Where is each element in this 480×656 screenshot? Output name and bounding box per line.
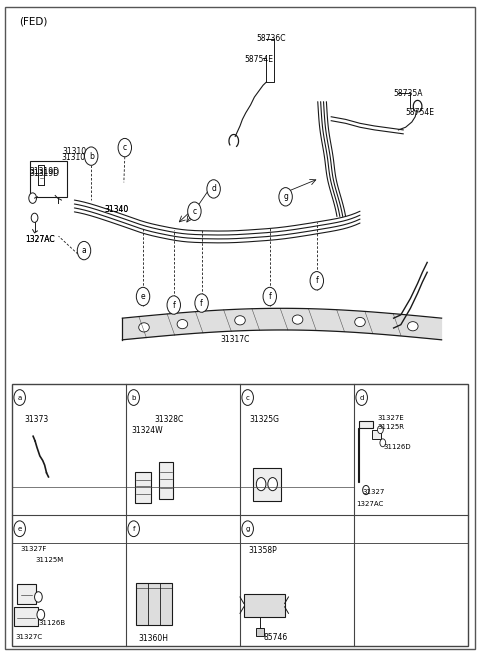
Text: d: d [211, 184, 216, 194]
Circle shape [310, 272, 324, 290]
Text: 31325G: 31325G [250, 415, 279, 424]
FancyBboxPatch shape [136, 583, 172, 625]
Circle shape [242, 390, 253, 405]
Circle shape [35, 592, 42, 602]
Circle shape [167, 296, 180, 314]
Circle shape [128, 390, 139, 405]
Circle shape [256, 478, 266, 491]
Text: f: f [132, 525, 135, 532]
Circle shape [128, 521, 139, 537]
FancyBboxPatch shape [30, 161, 67, 197]
Text: 31125M: 31125M [35, 557, 63, 563]
Circle shape [195, 294, 208, 312]
Text: f: f [315, 276, 318, 285]
Circle shape [207, 180, 220, 198]
Text: 31126D: 31126D [384, 444, 411, 450]
Text: a: a [82, 246, 86, 255]
Circle shape [77, 241, 91, 260]
Text: b: b [89, 152, 94, 161]
Text: f: f [172, 300, 175, 310]
Text: 31125R: 31125R [377, 424, 404, 430]
FancyBboxPatch shape [14, 607, 38, 626]
Text: 31324W: 31324W [132, 426, 163, 435]
Text: 1327AC: 1327AC [25, 235, 55, 244]
Circle shape [84, 147, 98, 165]
Text: 31373: 31373 [24, 415, 48, 424]
Circle shape [136, 287, 150, 306]
Text: g: g [245, 525, 250, 532]
Text: 31126B: 31126B [38, 620, 66, 626]
Circle shape [268, 478, 277, 491]
Circle shape [37, 609, 45, 620]
Text: 31328C: 31328C [155, 415, 184, 424]
Circle shape [14, 521, 25, 537]
Text: 85746: 85746 [264, 633, 288, 642]
Text: 31340: 31340 [105, 205, 129, 215]
Text: d: d [360, 394, 364, 401]
Text: 58754E: 58754E [406, 108, 434, 117]
Text: 31327E: 31327E [377, 415, 404, 420]
Text: f: f [268, 292, 271, 301]
FancyBboxPatch shape [244, 594, 285, 617]
Ellipse shape [355, 318, 365, 327]
Text: 31319D: 31319D [30, 169, 60, 178]
Text: c: c [192, 207, 196, 216]
Text: a: a [18, 394, 22, 401]
Text: (FED): (FED) [19, 16, 48, 26]
Ellipse shape [292, 315, 303, 324]
Text: e: e [18, 525, 22, 532]
Circle shape [279, 188, 292, 206]
Text: g: g [283, 192, 288, 201]
Text: 31327C: 31327C [16, 634, 43, 640]
Text: e: e [141, 292, 145, 301]
FancyBboxPatch shape [256, 628, 264, 636]
Ellipse shape [235, 316, 245, 325]
Circle shape [118, 138, 132, 157]
Circle shape [356, 390, 367, 405]
Text: b: b [132, 394, 136, 401]
Text: 58754E: 58754E [245, 54, 274, 64]
Circle shape [31, 213, 38, 222]
FancyBboxPatch shape [372, 430, 381, 439]
Circle shape [29, 193, 36, 203]
Circle shape [14, 390, 25, 405]
Text: 31319D: 31319D [30, 167, 60, 176]
Circle shape [242, 521, 253, 537]
Text: 31358P: 31358P [249, 546, 277, 555]
FancyBboxPatch shape [17, 584, 36, 604]
Text: 1327AC: 1327AC [25, 235, 55, 244]
Text: 31310: 31310 [62, 147, 86, 156]
Text: c: c [123, 143, 127, 152]
Ellipse shape [408, 321, 418, 331]
Circle shape [377, 426, 383, 434]
Circle shape [380, 439, 385, 447]
Text: 31360H: 31360H [138, 634, 168, 644]
Circle shape [188, 202, 201, 220]
Text: c: c [246, 394, 250, 401]
Text: 31327F: 31327F [21, 546, 47, 552]
FancyBboxPatch shape [134, 472, 152, 503]
Text: 31340: 31340 [105, 205, 129, 215]
Ellipse shape [139, 323, 149, 332]
Text: 31327: 31327 [363, 489, 385, 495]
FancyBboxPatch shape [158, 462, 173, 499]
Text: 58736C: 58736C [257, 33, 286, 43]
Circle shape [363, 485, 370, 495]
Text: 58735A: 58735A [394, 89, 423, 98]
Circle shape [263, 287, 276, 306]
Text: 31317C: 31317C [221, 335, 250, 344]
Text: 1327AC: 1327AC [356, 501, 384, 506]
FancyBboxPatch shape [253, 468, 281, 501]
Text: 31310: 31310 [61, 153, 85, 162]
Polygon shape [358, 421, 373, 482]
Ellipse shape [177, 319, 188, 329]
FancyBboxPatch shape [12, 384, 468, 646]
Text: f: f [200, 298, 203, 308]
